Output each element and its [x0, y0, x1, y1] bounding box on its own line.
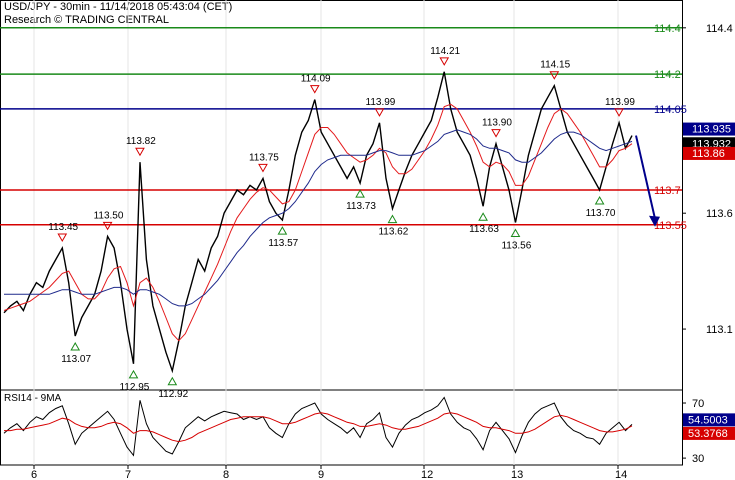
low-marker — [478, 212, 488, 221]
high-label: 114.15 — [540, 60, 570, 71]
low-label: 113.07 — [61, 354, 91, 365]
forecast-arrow-line — [635, 135, 656, 220]
high-label: 113.75 — [249, 152, 279, 163]
high-marker — [309, 85, 320, 94]
rsi-badge-blue — [683, 413, 735, 427]
rsi-badge-label: 54.5003 — [688, 414, 728, 426]
high-marker — [549, 71, 560, 80]
low-label: 113.73 — [346, 201, 376, 212]
y-tick-label: 113.1 — [706, 324, 733, 336]
rsi-series-rsi_ma — [4, 412, 633, 443]
low-marker — [510, 228, 521, 237]
high-label: 113.45 — [48, 222, 78, 233]
price-badge-label: 113.86 — [692, 148, 725, 160]
x-tick-label: 13 — [511, 469, 523, 480]
high-label: 114.09 — [301, 74, 331, 85]
rsi-panel-title: RSI14 - 9MA — [4, 393, 62, 404]
rsi-y-tick-label: 70 — [692, 398, 704, 410]
x-tick-label: 8 — [223, 469, 229, 480]
high-label: 113.99 — [366, 97, 396, 108]
high-marker — [439, 57, 450, 66]
level-label: 114.4 — [654, 23, 681, 35]
low-marker — [277, 226, 288, 235]
low-label: 113.57 — [268, 238, 298, 249]
y-tick-label: 113.6 — [706, 208, 733, 220]
y-tick-label: 114.4 — [706, 23, 733, 35]
high-label: 114.21 — [430, 46, 460, 57]
rsi-badge-label: 53.3768 — [688, 428, 728, 440]
high-marker — [102, 221, 113, 231]
low-label: 113.56 — [501, 240, 531, 251]
high-marker — [614, 108, 624, 117]
series-ma_fast — [3, 103, 633, 342]
low-label: 112.92 — [158, 389, 188, 400]
high-marker — [135, 147, 145, 157]
low-marker — [128, 369, 139, 379]
low-label: 113.70 — [586, 208, 616, 219]
low-marker — [167, 376, 178, 386]
low-marker — [70, 342, 81, 351]
level-label: 114.05 — [654, 104, 687, 116]
low-label: 112.95 — [119, 382, 149, 393]
forecast-arrow-head — [649, 215, 660, 227]
price-badge-red — [683, 146, 735, 160]
low-marker — [594, 196, 605, 205]
rsi-y-tick-label: 30 — [692, 453, 704, 465]
x-tick-label: 7 — [125, 469, 131, 480]
high-label: 113.99 — [605, 97, 635, 108]
level-label: 114.2 — [654, 69, 681, 81]
low-label: 113.63 — [469, 224, 499, 235]
rsi-badge-red — [683, 426, 735, 440]
high-label: 113.82 — [126, 136, 156, 147]
low-marker — [387, 214, 398, 224]
x-tick-label: 9 — [318, 469, 324, 480]
high-label: 113.50 — [94, 210, 124, 221]
high-marker — [57, 233, 68, 242]
chart-title: USD/JPY - 30min - 11/14/2018 05:43:04 (C… — [4, 1, 233, 13]
rsi-series-rsi — [3, 396, 633, 457]
level-label: 113.55 — [654, 220, 687, 232]
x-tick-label: 6 — [31, 469, 37, 480]
low-label: 113.62 — [378, 227, 408, 238]
high-label: 113.90 — [482, 118, 512, 129]
high-marker — [374, 108, 385, 117]
x-tick-label: 14 — [615, 469, 627, 480]
series-price — [3, 71, 633, 374]
level-label: 113.7 — [654, 185, 681, 197]
low-marker — [355, 189, 365, 198]
price-badge-label: 113.935 — [692, 124, 731, 136]
series-ma_slow — [4, 129, 633, 307]
plot-frame — [0, 0, 683, 466]
x-tick-label: 12 — [421, 469, 433, 480]
price-badge-blue — [683, 122, 735, 136]
high-marker — [491, 129, 501, 138]
high-marker — [258, 163, 268, 173]
